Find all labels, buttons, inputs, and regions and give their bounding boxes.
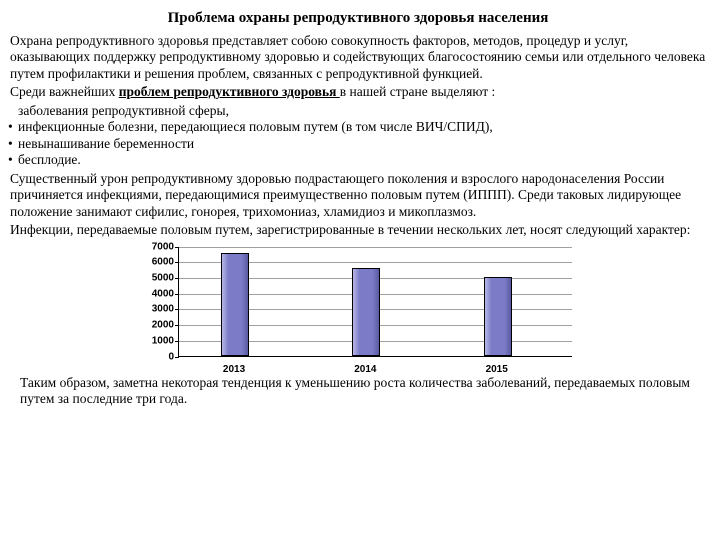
chart-y-label: 5000 [136,273,174,284]
chart-y-tick [175,262,179,263]
chart-y-tick [175,294,179,295]
list-item: инфекционные болезни, передающиеся полов… [18,119,710,135]
chart-y-tick [175,325,179,326]
chart-y-tick [175,247,179,248]
chart-plot-area [178,247,572,357]
chart-y-label: 4000 [136,288,174,299]
list-item: бесплодие. [18,152,710,168]
problems-lead-in: Среди важнейших проблем репродуктивного … [10,84,710,100]
list-item: невынашивание беременности [18,136,710,152]
intro-paragraph: Охрана репродуктивного здоровья представ… [10,33,710,82]
body-paragraph-2: Существенный урон репродуктивному здоров… [10,171,710,220]
body-text: Охрана репродуктивного здоровья представ… [6,33,710,239]
lead-in-a: Среди важнейших [10,84,119,99]
chart-container: 0 1000 2000 3000 4000 5000 6000 7000 2013 2014 201… [136,243,596,373]
lead-in-b: проблем репродуктивного здоровья [119,84,340,99]
slide-page: Проблема охраны репродуктивного здоровья… [0,0,720,540]
lead-in-c: в нашей стране выделяют : [340,84,496,99]
page-title: Проблема охраны репродуктивного здоровья… [6,10,710,27]
bar-chart: 0 1000 2000 3000 4000 5000 6000 7000 2013 2014 201… [136,243,576,373]
chart-y-label: 7000 [136,241,174,252]
chart-y-tick [175,278,179,279]
chart-y-label: 0 [136,351,174,362]
chart-bar [352,268,380,356]
body-paragraph-3: Инфекции, передаваемые половым путем, за… [10,222,710,238]
chart-x-label: 2014 [354,364,376,375]
chart-y-tick [175,357,179,358]
chart-y-tick [175,341,179,342]
conclusion-paragraph: Таким образом, заметна некоторая тенденц… [20,375,710,408]
chart-gridline [179,247,572,248]
chart-y-label: 3000 [136,304,174,315]
problems-list: заболевания репродуктивной сферы,инфекци… [6,103,710,169]
chart-y-label: 2000 [136,320,174,331]
chart-y-label: 1000 [136,335,174,346]
chart-y-tick [175,309,179,310]
chart-bar [221,253,249,355]
chart-y-label: 6000 [136,257,174,268]
chart-x-label: 2015 [486,364,508,375]
list-item: заболевания репродуктивной сферы, [18,103,710,119]
chart-bar [484,277,512,356]
chart-x-label: 2013 [223,364,245,375]
